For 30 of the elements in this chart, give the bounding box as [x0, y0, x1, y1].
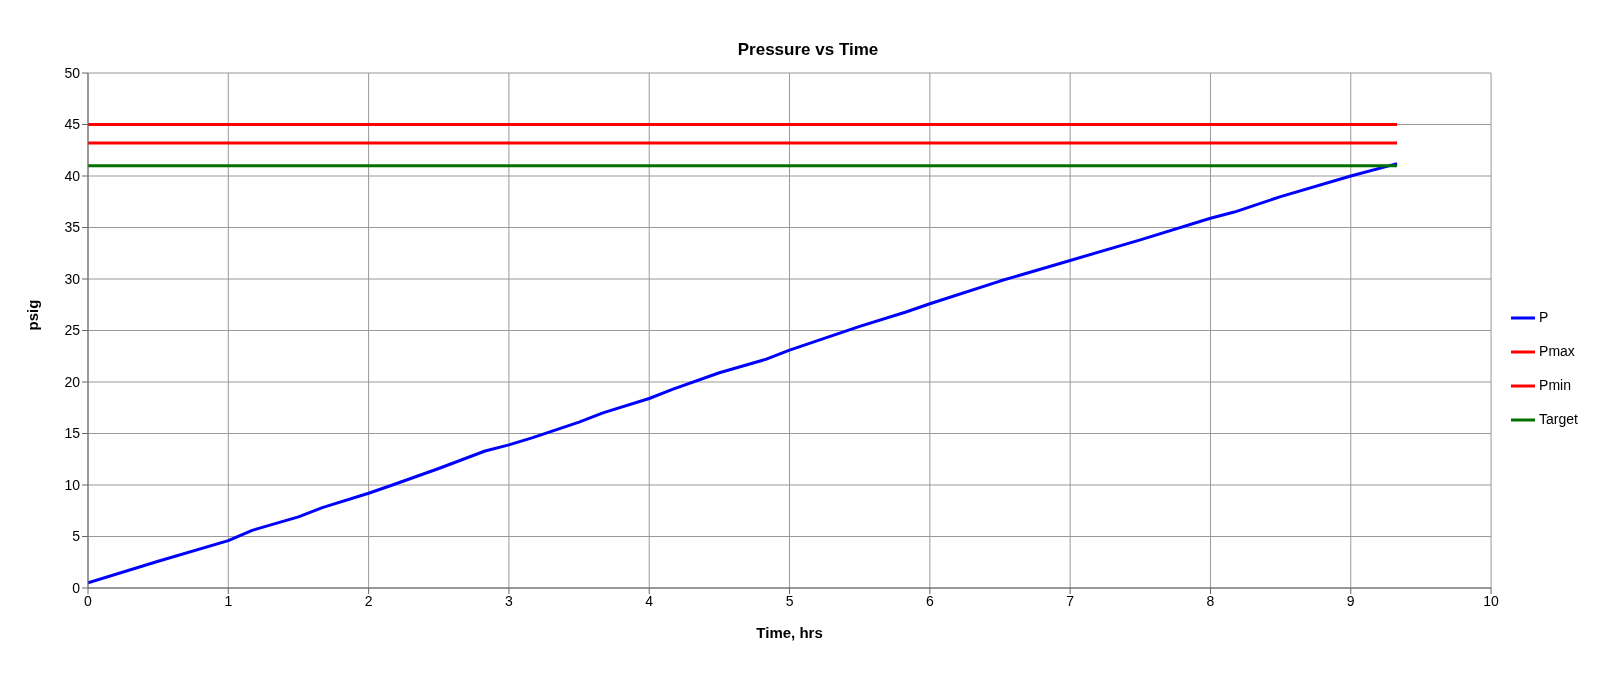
- y-tick-label: 15: [64, 425, 81, 442]
- x-tick-label: 5: [785, 592, 794, 609]
- x-tick-label: 1: [224, 592, 233, 609]
- y-tick-label: 40: [64, 167, 81, 184]
- chart-title: Pressure vs Time: [736, 40, 880, 60]
- y-tick-label: 35: [64, 219, 81, 236]
- legend-label: Target: [1539, 411, 1578, 427]
- y-axis-title: psig: [24, 299, 42, 331]
- y-tick-label: 20: [64, 373, 81, 390]
- x-tick-label: 4: [645, 592, 654, 609]
- legend-label: Pmin: [1539, 377, 1571, 393]
- y-tick-label: 0: [72, 579, 81, 596]
- legend-label: Pmax: [1539, 343, 1575, 359]
- y-tick-label: 30: [64, 270, 81, 287]
- legend-label: P: [1539, 309, 1549, 325]
- y-tick-label: 5: [72, 528, 81, 545]
- y-tick-label: 25: [64, 322, 81, 339]
- y-tick-label: 50: [64, 64, 81, 81]
- x-tick-label: 10: [1483, 592, 1500, 609]
- line-series: [88, 162, 1399, 585]
- y-tick-label: 10: [64, 476, 81, 493]
- x-axis-title: Time, hrs: [756, 624, 823, 641]
- x-tick-label: 0: [84, 592, 93, 609]
- y-tick-label: 45: [64, 116, 81, 133]
- x-tick-label: 8: [1206, 592, 1215, 609]
- x-tick-label: 6: [925, 592, 934, 609]
- x-tick-label: 3: [505, 592, 514, 609]
- x-tick-label: 7: [1066, 592, 1075, 609]
- x-tick-label: 9: [1346, 592, 1355, 609]
- x-tick-label: 2: [364, 592, 373, 609]
